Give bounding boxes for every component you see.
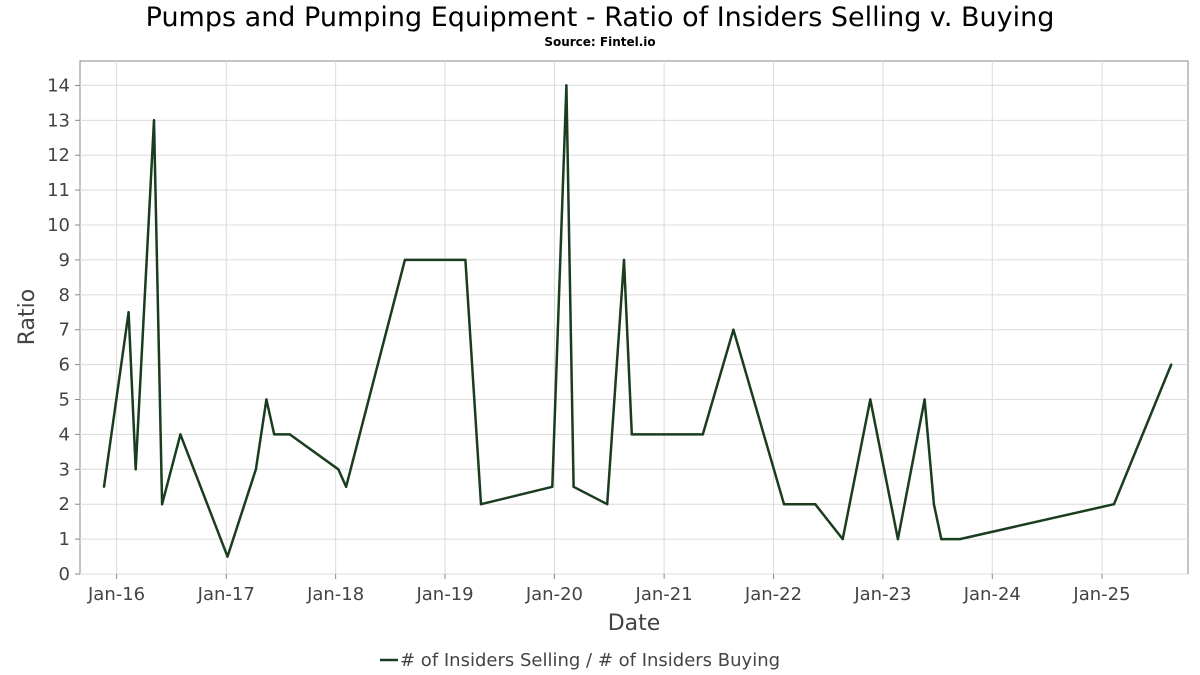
y-tick-label: 13 <box>47 110 70 131</box>
y-tick-label: 2 <box>59 494 70 515</box>
y-tick-label: 3 <box>59 459 70 480</box>
x-tick-label: Jan-16 <box>87 584 145 605</box>
x-tick-label: Jan-17 <box>197 584 255 605</box>
x-axis-title: Date <box>608 611 661 636</box>
y-tick-label: 6 <box>59 355 70 376</box>
chart-title: Pumps and Pumping Equipment - Ratio of I… <box>145 2 1055 33</box>
data-point[interactable] <box>226 555 229 558</box>
data-point[interactable] <box>923 398 926 401</box>
x-tick-label: Jan-20 <box>525 584 583 605</box>
y-tick-label: 12 <box>47 145 70 166</box>
y-tick-label: 10 <box>47 215 70 236</box>
series-layer <box>102 84 1173 558</box>
data-point[interactable] <box>896 537 900 541</box>
chart-subtitle: Source: Fintel.io <box>544 35 656 49</box>
y-axis-title: Ratio <box>15 289 40 345</box>
plot-background <box>79 60 1189 575</box>
data-point[interactable] <box>732 328 735 331</box>
y-tick-label: 1 <box>59 529 70 550</box>
data-point[interactable] <box>479 503 483 506</box>
data-point[interactable] <box>565 84 568 87</box>
data-point[interactable] <box>622 258 626 262</box>
x-tick-label: Jan-24 <box>963 584 1021 605</box>
y-tick-label: 9 <box>59 250 70 271</box>
data-point[interactable] <box>940 537 943 541</box>
x-tick-label: Jan-22 <box>744 584 802 605</box>
data-point[interactable] <box>288 433 291 436</box>
x-tick-label: Jan-23 <box>853 584 911 605</box>
legend[interactable]: # of Insiders Selling / # of Insiders Bu… <box>380 650 780 671</box>
data-point[interactable] <box>630 433 633 436</box>
data-point[interactable] <box>551 485 554 488</box>
data-point[interactable] <box>152 119 156 122</box>
y-tick-label: 7 <box>59 320 70 341</box>
x-tick-label: Jan-25 <box>1072 584 1130 605</box>
data-point[interactable] <box>464 258 467 262</box>
data-point[interactable] <box>254 468 258 471</box>
y-tick-label: 4 <box>59 424 70 445</box>
data-point[interactable] <box>127 311 130 314</box>
data-point[interactable] <box>841 537 844 541</box>
data-point[interactable] <box>701 433 704 436</box>
y-tick-label: 14 <box>47 75 70 96</box>
data-point[interactable] <box>932 503 936 506</box>
data-point[interactable] <box>273 433 276 436</box>
data-point[interactable] <box>1112 503 1116 506</box>
data-point[interactable] <box>337 468 340 471</box>
x-tick-label: Jan-19 <box>415 584 473 605</box>
data-point[interactable] <box>344 485 348 488</box>
data-point[interactable] <box>1170 363 1173 366</box>
x-tick-label: Jan-21 <box>635 584 693 605</box>
data-point[interactable] <box>179 433 182 436</box>
y-tick-label: 8 <box>59 285 70 306</box>
x-tick-label: Jan-18 <box>306 584 364 605</box>
data-point[interactable] <box>813 503 817 506</box>
data-point[interactable] <box>958 537 962 541</box>
y-tick-label: 5 <box>59 390 70 411</box>
data-point[interactable] <box>102 485 106 488</box>
legend-label: # of Insiders Selling / # of Insiders Bu… <box>400 650 780 671</box>
data-point[interactable] <box>572 485 575 488</box>
data-point[interactable] <box>265 398 268 401</box>
data-point[interactable] <box>160 503 164 506</box>
data-point[interactable] <box>134 468 137 471</box>
data-point[interactable] <box>869 398 872 401</box>
data-point[interactable] <box>605 503 609 506</box>
y-tick-label: 11 <box>47 180 70 201</box>
data-point[interactable] <box>403 258 407 262</box>
y-tick-label: 0 <box>59 564 70 585</box>
data-point[interactable] <box>782 503 786 506</box>
